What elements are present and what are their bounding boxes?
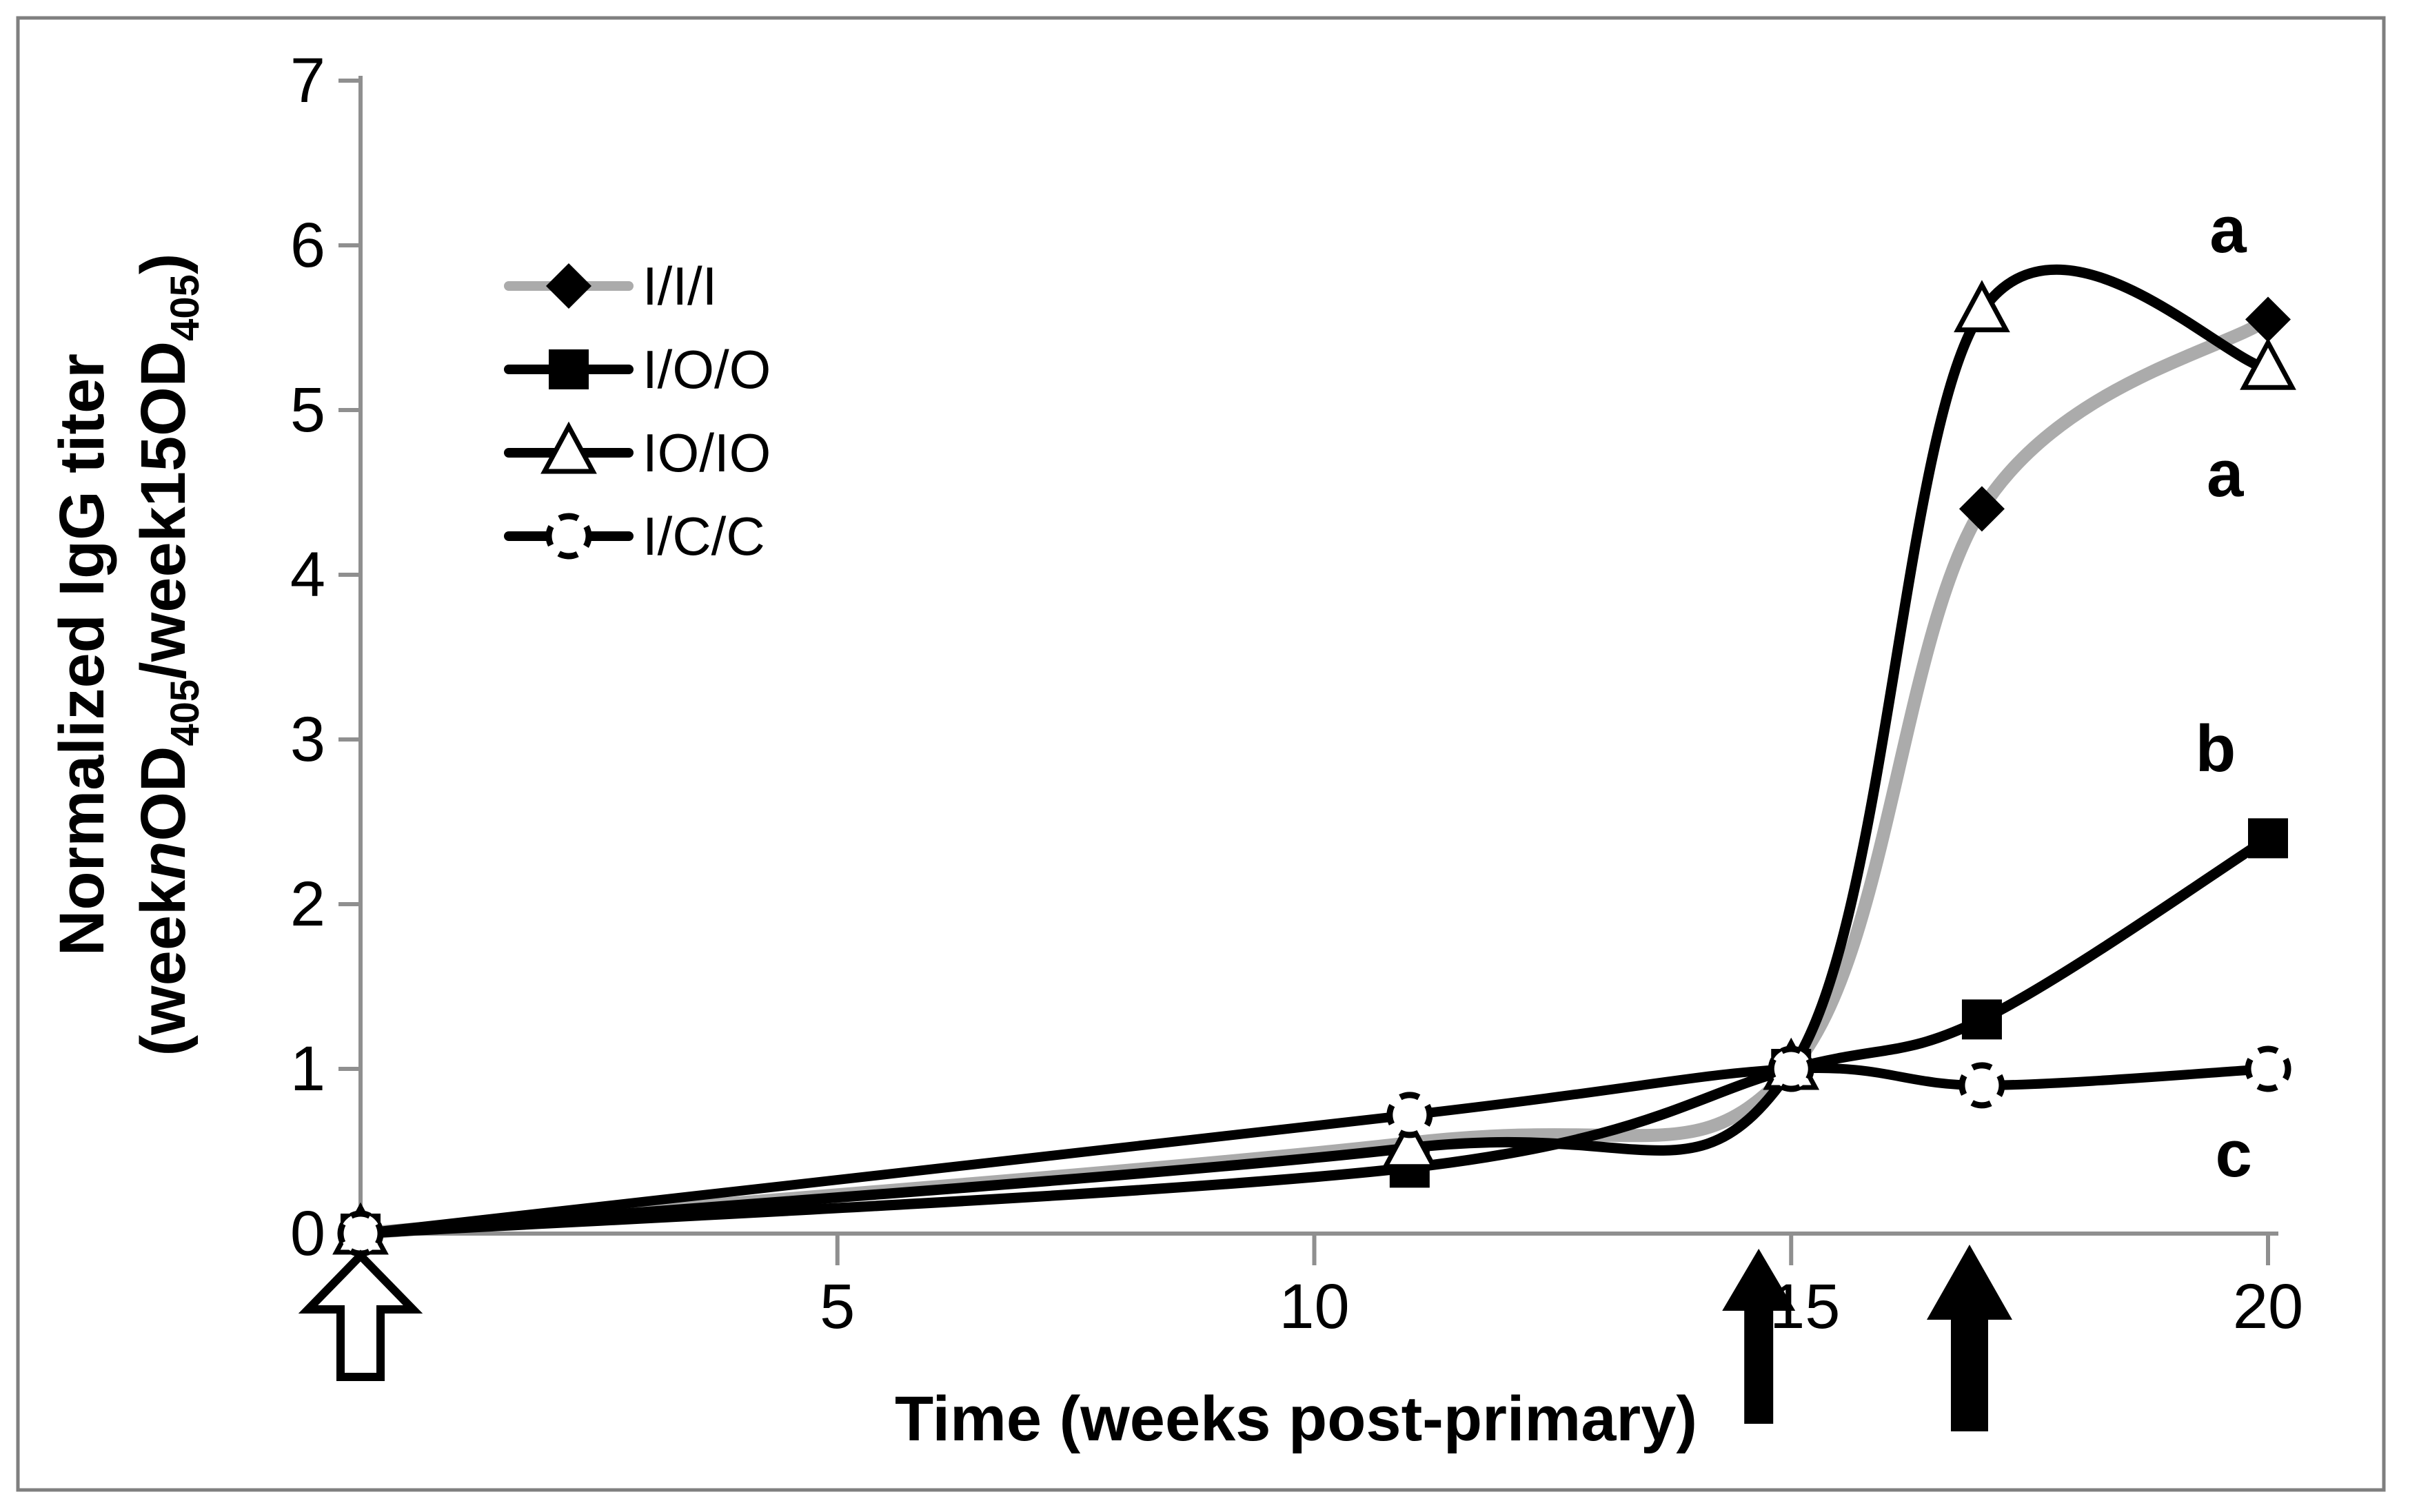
- series-line-I-C-C: [356, 1063, 2273, 1238]
- y-axis-title-segment: ): [128, 253, 199, 274]
- diamond-marker-I-I-I-wk20: [2245, 296, 2291, 343]
- significance-label-a: a: [2209, 193, 2247, 267]
- y-tick-label: 7: [290, 45, 325, 116]
- y-axis-title-segment: /week15OD: [128, 341, 199, 680]
- significance-label-a: a: [2207, 437, 2244, 511]
- legend-item-I-O-O: I/O/O: [504, 339, 771, 400]
- legend-item-I-I-I: I/I/I: [504, 256, 717, 316]
- legend-label: I/O/O: [642, 339, 771, 400]
- legend-circle-dashed-icon: [545, 513, 592, 560]
- y-axis-title-segment: OD: [128, 746, 199, 841]
- y-tick-label: 1: [290, 1034, 325, 1104]
- circle-dashed-marker-I-C-C-wk15: [1768, 1045, 1814, 1092]
- legend-item-I-C-C: I/C/C: [504, 506, 765, 566]
- y-tick-label: 0: [290, 1198, 325, 1269]
- x-tick-label: 10: [1279, 1271, 1349, 1342]
- significance-label-b: b: [2196, 712, 2236, 786]
- filled-up-arrow-icon: [1722, 1249, 1796, 1424]
- significance-label-c: c: [2215, 1117, 2251, 1191]
- open-up-arrow-icon: [298, 1249, 423, 1381]
- series-markers: [332, 280, 2296, 1257]
- circle-dashed-marker-I-C-C-wk11: [1386, 1092, 1433, 1138]
- series-lines: [354, 265, 2275, 1240]
- figure-border: [16, 16, 2386, 1492]
- filled-up-arrow-large-icon: [1926, 1245, 2012, 1431]
- y-axis-title-segment: 405: [163, 274, 208, 341]
- y-tick-label: 4: [290, 540, 325, 610]
- series-line-I-O-O: [355, 832, 2274, 1239]
- y-axis-title-segment: 405: [163, 680, 208, 746]
- y-tick-label: 3: [290, 704, 325, 775]
- triangle-marker-IO-IO-wk11: [1381, 1116, 1438, 1169]
- legend-square-icon: [549, 349, 589, 389]
- y-tick-label: 5: [290, 375, 325, 445]
- y-axis-title-segment: n: [128, 841, 199, 880]
- legend-triangle-icon: [540, 421, 597, 474]
- y-tick-label: 2: [290, 869, 325, 939]
- legend-diamond-icon: [546, 263, 591, 309]
- triangle-marker-IO-IO-wk17: [1954, 280, 2010, 333]
- diamond-marker-I-I-I-wk17: [1959, 486, 2005, 532]
- y-axis-title-segment: (week: [128, 879, 199, 1056]
- legend: I/I/I I/O/O IO/IO I/C/C: [504, 256, 771, 566]
- x-tick-label: 5: [820, 1271, 855, 1342]
- square-marker-I-O-O-wk20: [2248, 818, 2288, 859]
- y-tick-label: 6: [290, 210, 325, 280]
- legend-item-IO-IO: IO/IO: [504, 421, 771, 483]
- square-marker-I-O-O-wk17: [1961, 999, 2002, 1040]
- y-axis-title-line2: (weeknOD405/week15OD405): [128, 253, 208, 1056]
- triangle-marker-IO-IO-wk20: [2240, 337, 2296, 390]
- series-line-IO-IO: [355, 265, 2274, 1239]
- y-axis-title-line1: Normalized IgG titer: [47, 354, 117, 956]
- circle-dashed-marker-I-C-C-wk17: [1959, 1062, 2005, 1109]
- x-axis-title: Time (weeks post-primary): [895, 1384, 1697, 1454]
- legend-label: I/C/C: [642, 506, 765, 566]
- legend-label: IO/IO: [642, 422, 771, 483]
- x-tick-label: 20: [2233, 1271, 2303, 1342]
- circle-dashed-marker-I-C-C-wk20: [2245, 1045, 2291, 1092]
- legend-label: I/I/I: [642, 256, 717, 316]
- circle-dashed-marker-I-C-C-wk0: [337, 1210, 384, 1257]
